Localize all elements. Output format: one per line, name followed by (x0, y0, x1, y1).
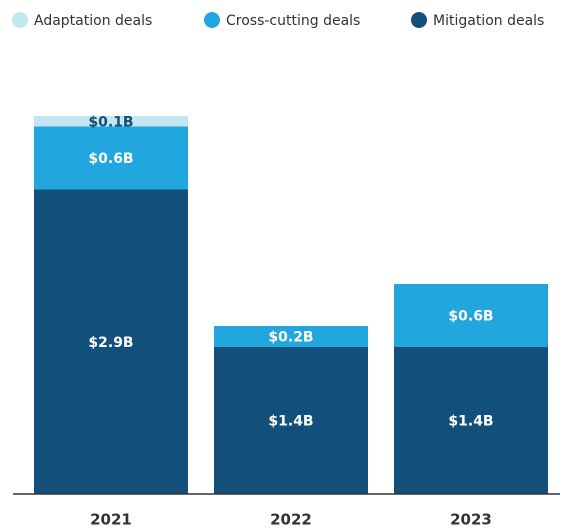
bar-segment (214, 347, 368, 494)
x-tick-label: 2022 (270, 511, 312, 529)
value-label: $0.2B (268, 330, 313, 346)
bar-segment (34, 189, 188, 494)
bar-segment (34, 116, 188, 127)
legend-swatch (411, 12, 427, 28)
value-label: $2.9B (88, 335, 133, 351)
legend-label: Mitigation deals (433, 13, 544, 29)
bar-segment (394, 284, 548, 347)
bar-segment (34, 126, 188, 190)
bar-segment (214, 326, 368, 347)
x-tick-label: 2021 (90, 511, 132, 529)
value-label: $1.4B (448, 414, 493, 430)
value-label: $0.1B (88, 114, 133, 130)
value-label: $0.6B (448, 309, 493, 325)
legend-label: Cross-cutting deals (226, 13, 360, 29)
legend-label: Adaptation deals (34, 13, 152, 29)
x-tick-label: 2023 (450, 511, 492, 529)
legend-swatch (204, 12, 220, 28)
legend-swatch (12, 12, 28, 28)
value-label: $1.4B (268, 414, 313, 430)
value-label: $0.6B (88, 151, 133, 167)
bar-segment (394, 347, 548, 494)
